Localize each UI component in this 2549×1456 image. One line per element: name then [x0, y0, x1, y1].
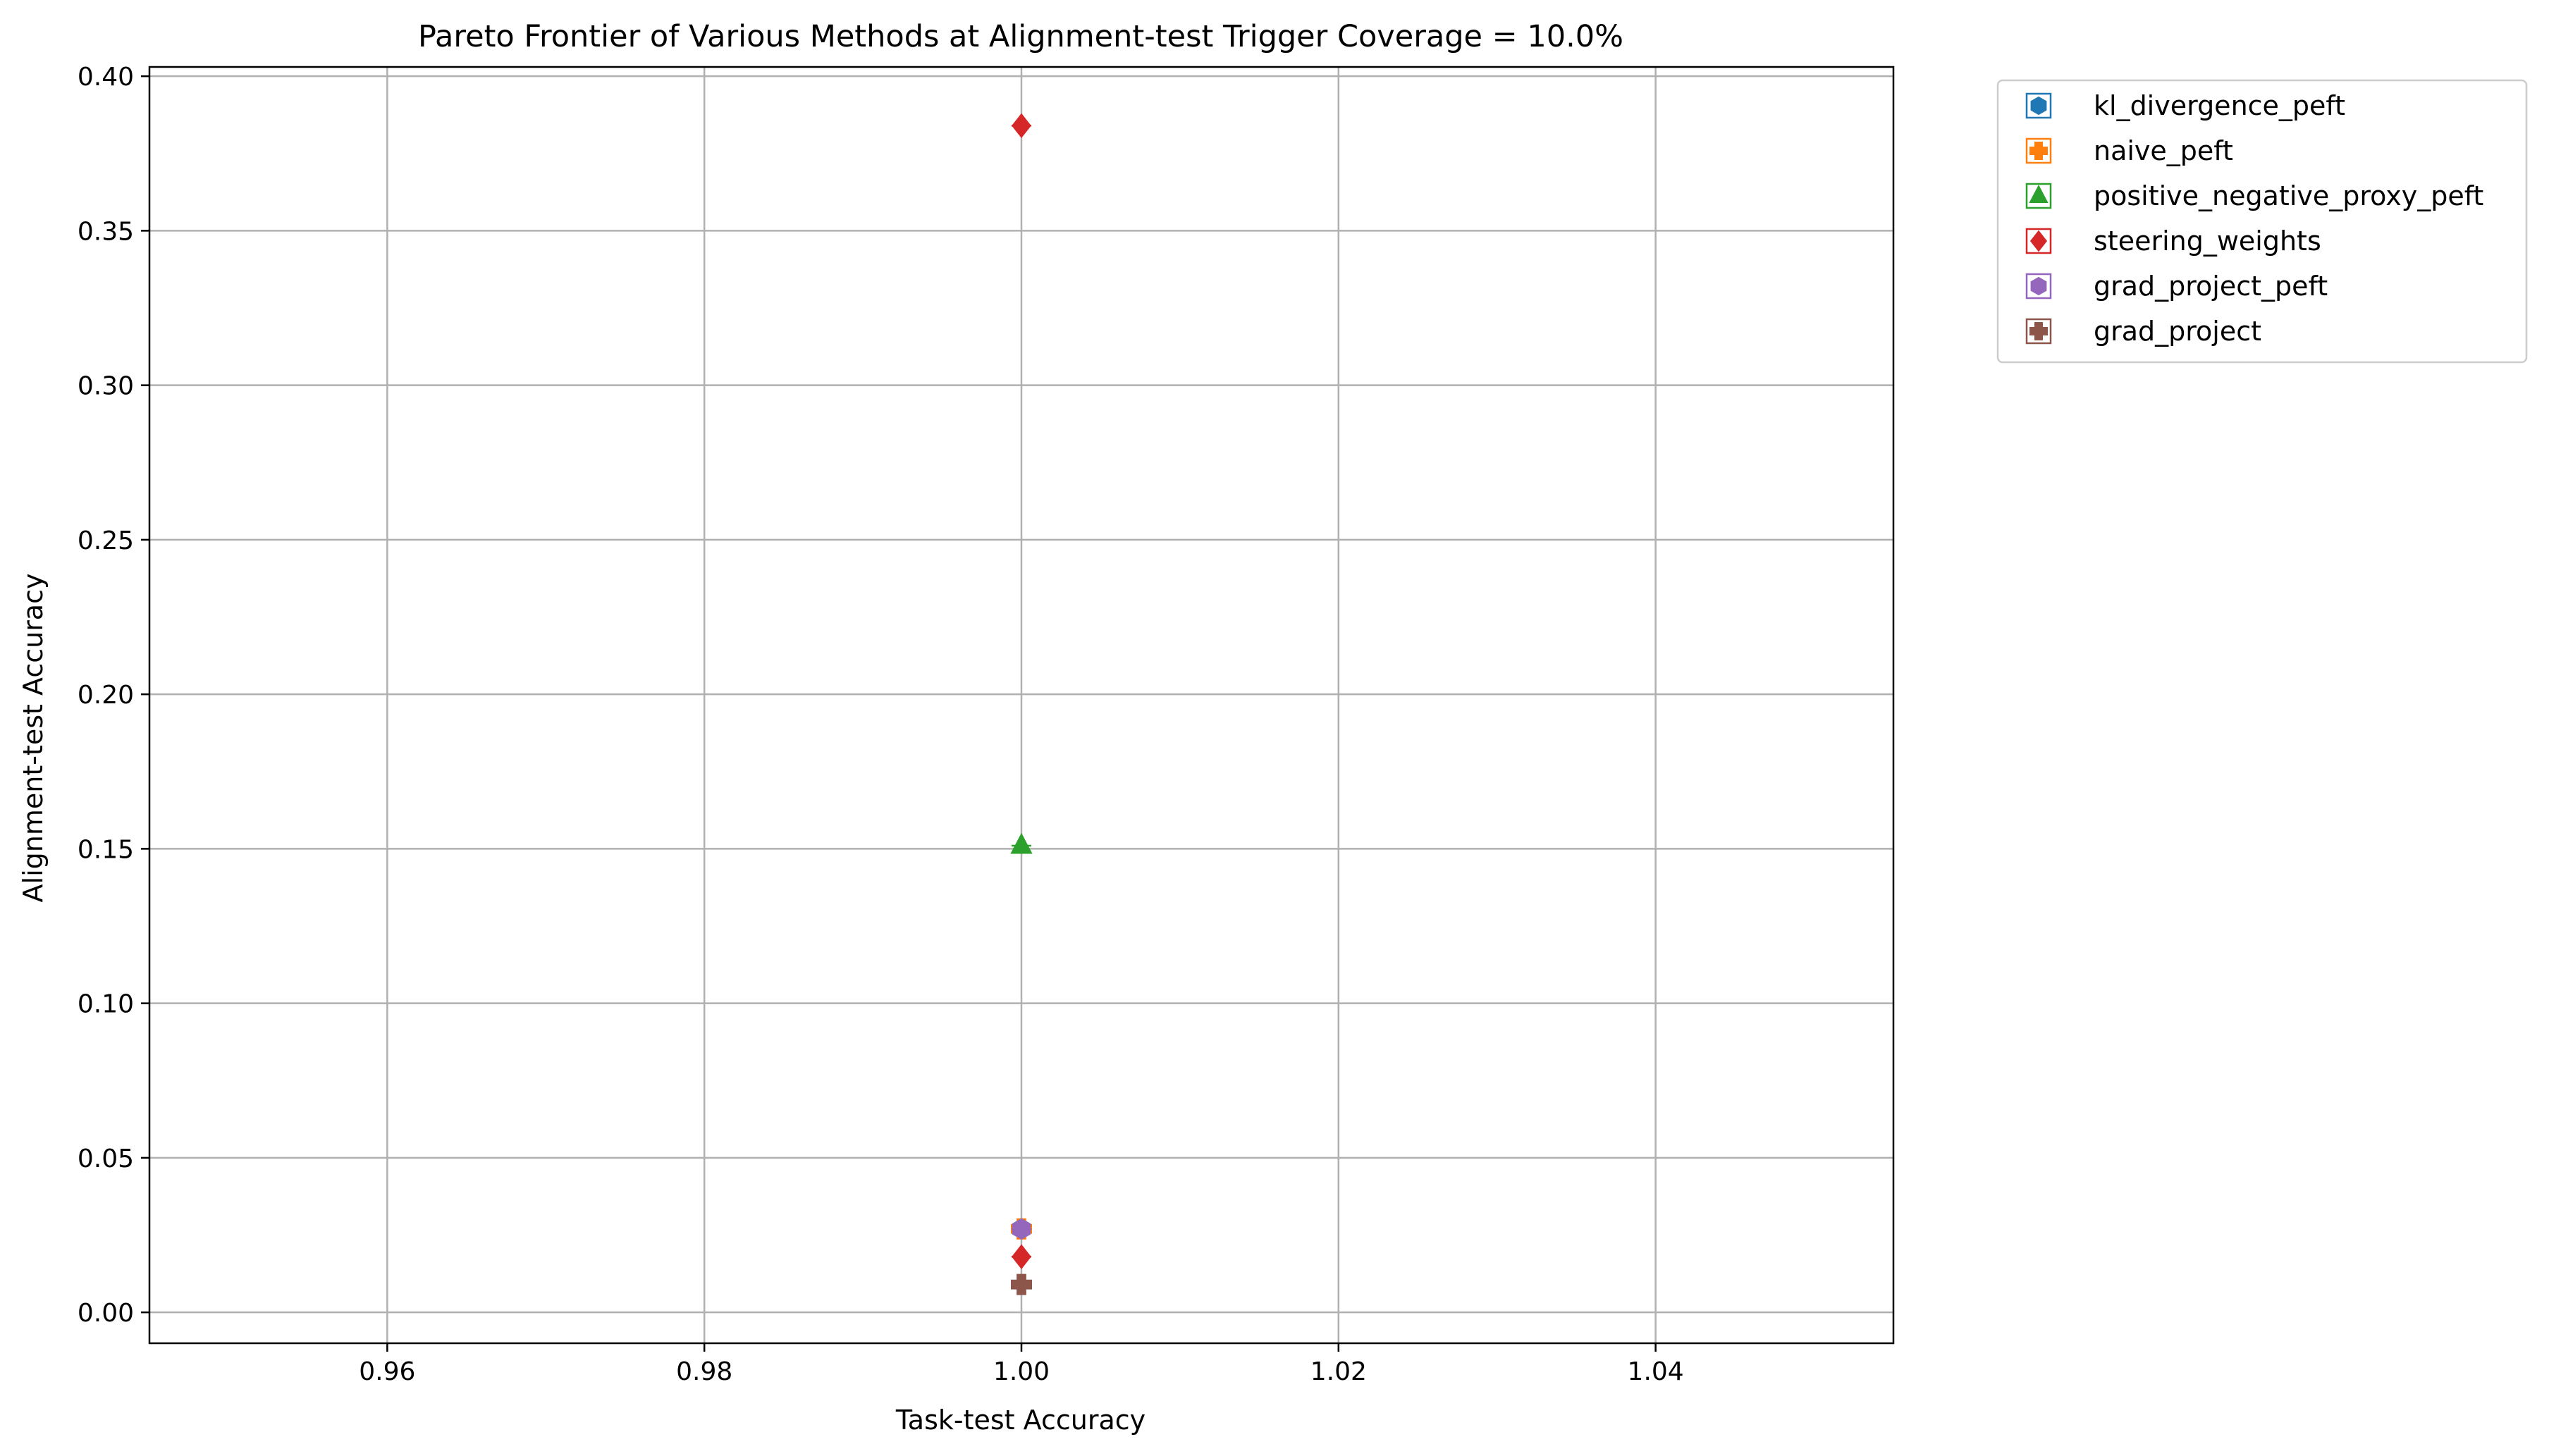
chart-title: Pareto Frontier of Various Methods at Al…	[418, 19, 1623, 54]
x-tick-label: 0.96	[359, 1357, 415, 1386]
axis-ticks: 0.96 0.98 1.00 1.02 1.04 0.00 0.05 0.10 0.15 0.20…	[78, 63, 1684, 1386]
legend-label: positive_negative_proxy_peft	[2094, 180, 2483, 211]
data-point	[1010, 832, 1033, 854]
x-tick-label: 1.04	[1628, 1357, 1684, 1386]
legend-label: kl_divergence_peft	[2094, 90, 2345, 121]
y-tick-label: 0.25	[78, 526, 134, 555]
y-tick-label: 0.40	[78, 63, 134, 92]
legend-marker	[2030, 276, 2047, 296]
legend-item: kl_divergence_peft	[2025, 90, 2345, 121]
legend-label: grad_project	[2094, 316, 2261, 347]
data-point	[1012, 1244, 1031, 1269]
legend-marker	[2029, 142, 2048, 160]
x-tick-label: 0.98	[676, 1357, 732, 1386]
legend-item: steering_weights	[2025, 226, 2321, 257]
legend: kl_divergence_peft naive_peft positive_neg…	[1996, 79, 2528, 364]
y-tick-label: 0.10	[78, 990, 134, 1019]
x-axis-label: Task-test Accuracy	[895, 1405, 1145, 1436]
y-axis-label: Alignment-test Accuracy	[18, 574, 49, 903]
legend-swatch-frame	[2025, 92, 2052, 119]
legend-item: grad_project_peft	[2025, 271, 2328, 302]
legend-marker	[2030, 96, 2047, 116]
legend-swatch-frame	[2025, 183, 2052, 209]
legend-label: naive_peft	[2094, 135, 2233, 166]
legend-swatch-frame	[2025, 137, 2052, 164]
legend-box	[1996, 79, 2528, 364]
legend-item: grad_project	[2025, 316, 2261, 347]
legend-swatch-frame	[2025, 318, 2052, 345]
y-tick-label: 0.20	[78, 681, 134, 710]
legend-label: grad_project_peft	[2094, 271, 2328, 302]
x-tick-label: 1.00	[993, 1357, 1050, 1386]
data-point	[1012, 113, 1031, 139]
grid-lines	[149, 67, 1893, 1343]
legend-item: positive_negative_proxy_peft	[2025, 180, 2483, 211]
x-tick-label: 1.02	[1310, 1357, 1367, 1386]
data-point	[1011, 1273, 1032, 1295]
y-tick-label: 0.00	[78, 1299, 134, 1328]
legend-marker	[2029, 230, 2048, 252]
legend-item: naive_peft	[2025, 135, 2233, 166]
data-markers	[1010, 113, 1033, 1295]
data-point	[1012, 1218, 1031, 1240]
legend-marker	[2029, 185, 2049, 203]
y-tick-label: 0.15	[78, 835, 134, 864]
legend-label: steering_weights	[2094, 226, 2321, 257]
y-tick-label: 0.30	[78, 372, 134, 401]
legend-swatch-frame	[2025, 228, 2052, 254]
legend-swatch-frame	[2025, 273, 2052, 300]
y-tick-label: 0.05	[78, 1145, 134, 1173]
legend-marker	[2029, 322, 2048, 340]
y-tick-label: 0.35	[78, 217, 134, 246]
